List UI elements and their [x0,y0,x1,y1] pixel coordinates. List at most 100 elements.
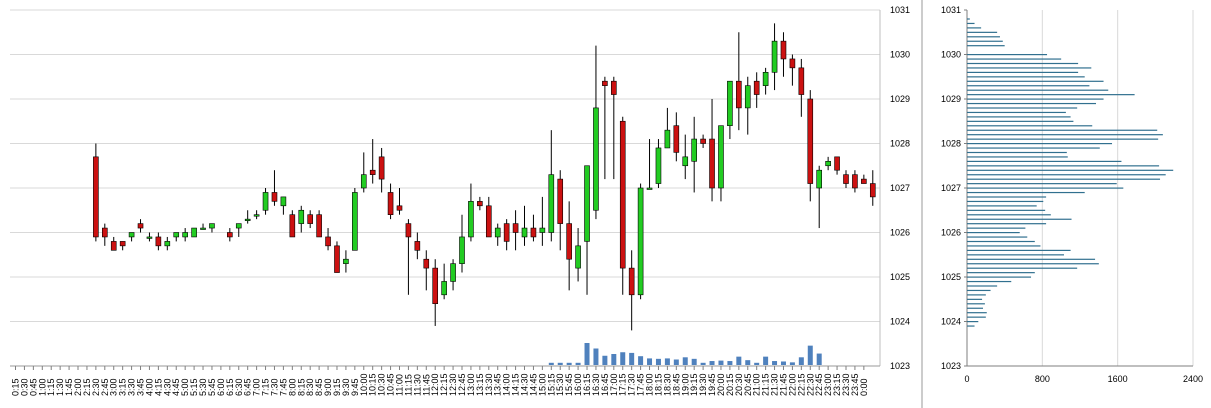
candle-body [441,281,447,296]
profile-bar [967,143,1113,145]
time-tick-label: 8:45 [314,378,324,396]
profile-bar [967,200,1044,203]
profile-bar [967,147,1100,149]
volume-bars [548,343,822,365]
time-tick-label: 6:45 [243,378,253,396]
time-tick-label: 22:30 [805,373,815,396]
candle-body [566,223,572,260]
time-tick-label: 15:30 [555,373,565,396]
profile-bar [967,134,1163,136]
volume-bar [548,362,554,365]
profile-bar [967,174,1166,176]
candle-body [682,156,689,167]
profile-bar [967,98,1104,100]
time-tick-label: 23:30 [841,373,851,396]
time-tick-label: 14:30 [520,373,530,396]
time-tick-label: 11:00 [394,374,404,396]
time-tick-label: 20:45 [743,373,753,396]
candle-body [459,236,465,264]
candle-body [619,120,626,269]
candle-body [843,174,849,184]
time-tick-label: 13:30 [484,373,494,396]
profile-x-tick-label: 800 [1035,374,1050,384]
profile-bar [967,187,1124,189]
profile-x-tick-label: 1600 [1108,374,1128,384]
profile-bar [967,31,998,33]
profile-bar [967,67,1092,69]
volume-bar [673,359,679,365]
time-tick-label: 21:30 [770,373,780,396]
candle-body [316,214,322,238]
time-tick-label: 4:30 [162,378,172,396]
volume-bar [816,353,822,365]
volume-bar [647,358,653,365]
profile-bar [967,18,970,20]
time-tick-label: 10:00 [359,373,369,396]
profile-bar [967,111,1066,114]
profile-bar [967,151,1067,154]
profile-bar [967,312,987,314]
profile-y-tick-label: 1029 [941,94,961,104]
time-tick-label: 19:15 [689,373,699,396]
profile-y-tick-label: 1025 [941,272,961,282]
profile-bar [967,36,1000,38]
time-tick-label: 5:00 [180,378,190,396]
profile-bar [967,89,1109,91]
candle-body [262,192,269,211]
candle-body [164,241,171,247]
profile-bar [967,178,1161,180]
candle-body [227,232,233,238]
volume-bar [736,356,742,365]
price-tick-label: 1030 [890,50,910,60]
time-tick-label: 9:30 [341,378,351,396]
price-tick-label: 1027 [890,183,910,193]
candle-body [700,138,706,144]
time-tick-label: 4:15 [153,378,163,396]
price-tick-label: 1023 [890,361,910,371]
profile-bar [967,321,979,323]
candle-body [834,156,840,171]
candle-body [762,72,769,86]
candle-body [191,227,197,238]
candle-body [798,67,805,95]
time-tick-label: 7:15 [261,378,271,396]
time-tick-label: 21:15 [761,373,771,396]
profile-bar [967,85,1090,87]
profile-y-tick-label: 1028 [941,139,961,149]
time-tick-label: 1:15 [46,378,56,396]
candle-body [664,129,671,149]
time-tick-label: 3:15 [118,378,128,396]
profile-bar [967,236,1028,238]
time-tick-label: 12:15 [439,373,449,396]
candle-body [271,192,278,202]
candle-body [423,258,430,269]
profile-bar [967,94,1135,96]
profile-bar [967,196,1047,198]
candle-body [575,245,581,269]
candle-body [521,227,528,238]
time-tick-label: 11:45 [421,374,431,396]
profile-bar [967,58,1062,60]
profile-bar [967,27,982,29]
profile-bar [967,54,1048,56]
profile-bar [967,120,1074,122]
candle-body [334,245,340,273]
candle-body [602,80,608,86]
time-tick-label: 7:45 [278,378,288,396]
candle-body [727,80,733,126]
time-tick-label: 10:45 [386,373,396,396]
candle-body [548,174,555,233]
candle-body [396,205,403,211]
profile-bar [967,80,1104,82]
time-tick-label: 16:15 [582,373,592,396]
volume-bar [593,348,599,365]
time-tick-label: 20:15 [725,373,735,396]
candle-body [807,98,814,184]
candle-body [173,232,180,238]
profile-y-tick-label: 1027 [941,183,961,193]
time-tick-label: 19:30 [698,373,708,396]
time-tick-label: 19:45 [707,373,717,396]
time-tick-label: 9:15 [332,378,342,396]
time-tick-label: 2:30 [91,378,101,396]
time-tick-label: 13:00 [466,373,476,396]
